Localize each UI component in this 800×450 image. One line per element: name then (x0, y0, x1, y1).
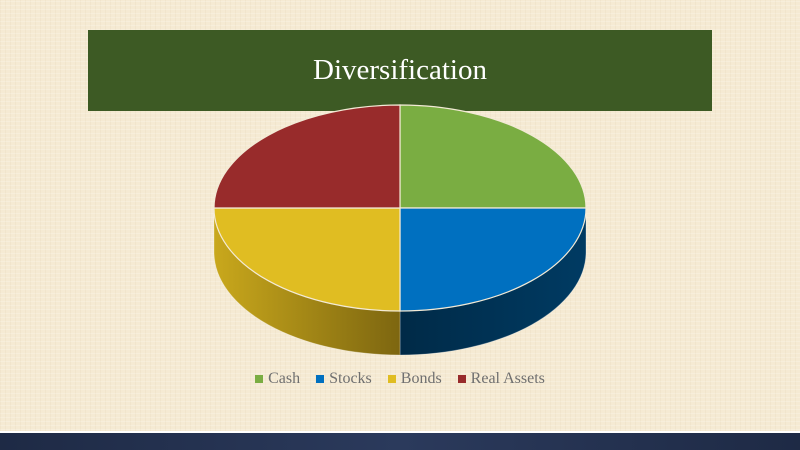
footer-bar (0, 433, 800, 450)
legend-label-bonds: Bonds (400, 370, 442, 387)
legend-swatch-real-assets (457, 375, 466, 383)
legend-item-cash: Cash (255, 370, 300, 388)
pie-slice-cash (399, 104, 587, 209)
legend-item-bonds: Bonds (387, 370, 442, 388)
legend-item-real-assets: Real Assets (457, 370, 545, 388)
pie-slice-real-assets (213, 104, 401, 209)
pie-slice-bonds (213, 207, 401, 312)
legend-label-real-assets: Real Assets (470, 370, 545, 387)
chart-legend: Cash Stocks Bonds Real Assets (0, 368, 800, 390)
slide-title: Diversification (313, 54, 487, 86)
pie-slice-stocks (399, 207, 587, 312)
legend-label-cash: Cash (268, 370, 301, 387)
legend-swatch-cash (255, 375, 264, 383)
legend-item-stocks: Stocks (316, 370, 372, 388)
legend-swatch-stocks (316, 375, 325, 383)
footer-divider (0, 431, 800, 433)
legend-label-stocks: Stocks (329, 370, 372, 387)
legend-swatch-bonds (387, 375, 396, 383)
title-banner: Diversification (88, 30, 712, 111)
